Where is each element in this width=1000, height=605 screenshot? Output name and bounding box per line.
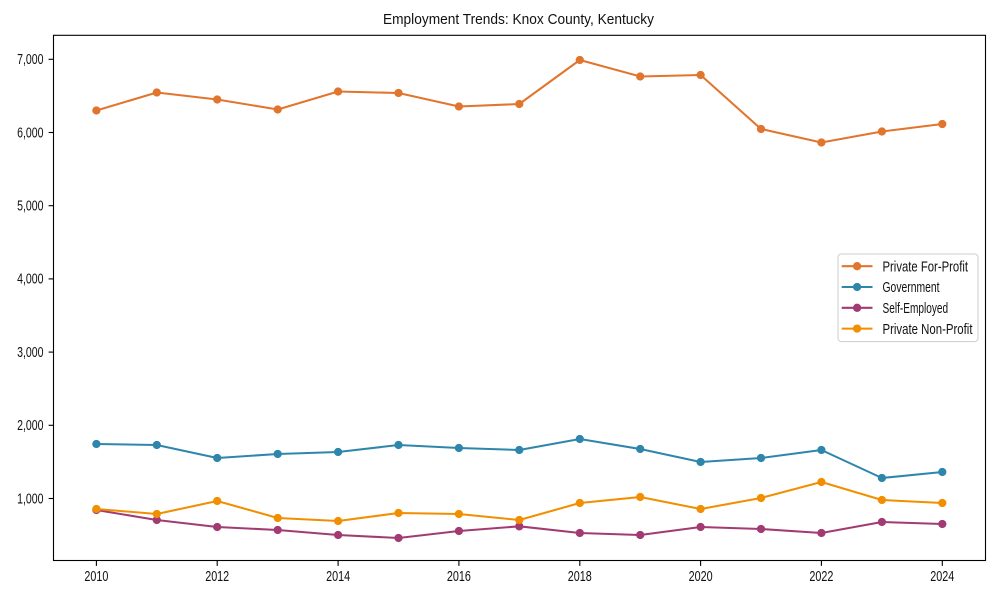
svg-text:6,000: 6,000: [17, 125, 43, 141]
svg-text:Employment Trends: Knox County: Employment Trends: Knox County, Kentucky: [383, 12, 655, 28]
svg-text:Government: Government: [883, 280, 940, 296]
svg-text:2016: 2016: [447, 569, 471, 585]
svg-text:1,000: 1,000: [17, 491, 43, 507]
svg-text:2024: 2024: [930, 569, 954, 585]
svg-text:Self-Employed: Self-Employed: [883, 301, 949, 317]
svg-text:2012: 2012: [205, 569, 229, 585]
svg-text:5,000: 5,000: [17, 199, 43, 215]
svg-text:7,000: 7,000: [17, 52, 43, 68]
svg-text:2020: 2020: [689, 569, 713, 585]
svg-text:2018: 2018: [568, 569, 592, 585]
svg-text:4,000: 4,000: [17, 272, 43, 288]
svg-text:2022: 2022: [809, 569, 833, 585]
svg-text:2014: 2014: [326, 569, 350, 585]
svg-text:2010: 2010: [84, 569, 108, 585]
svg-text:2,000: 2,000: [17, 418, 43, 434]
svg-text:Private For-Profit: Private For-Profit: [883, 259, 969, 275]
svg-text:3,000: 3,000: [17, 345, 43, 361]
svg-text:Private Non-Profit: Private Non-Profit: [883, 322, 973, 338]
